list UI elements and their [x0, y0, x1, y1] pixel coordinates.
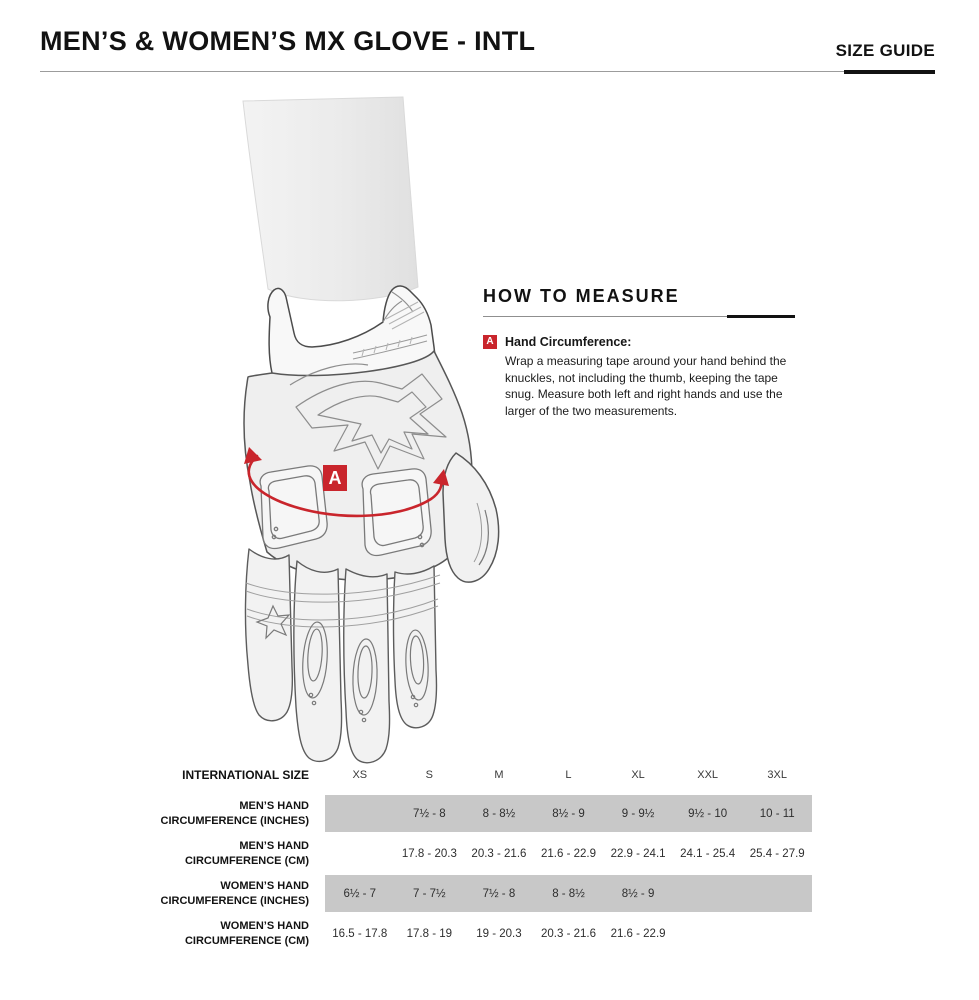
size-cell: 25.4 - 27.9	[749, 847, 805, 860]
glove-illustration: A	[140, 85, 560, 765]
size-header: 3XL	[767, 769, 787, 781]
hand-circumference-label: Hand Circumference:	[505, 335, 632, 349]
tape-arrow-right	[433, 469, 449, 486]
table-row-womens-inches: WOMEN’S HAND CIRCUMFERENCE (INCHES) 6½ -…	[155, 875, 812, 912]
finger-seams	[245, 574, 441, 628]
size-cell: 21.6 - 22.9	[610, 927, 666, 940]
measuring-tape	[244, 447, 449, 518]
row-label: WOMEN’S HAND CIRCUMFERENCE (INCHES)	[160, 880, 310, 907]
table-row-womens-cm: WOMEN’S HAND CIRCUMFERENCE (CM) 16.5 - 1…	[155, 915, 812, 952]
size-table: INTERNATIONAL SIZE XS S M L XL XXL 3XL M…	[155, 763, 812, 955]
size-header: M	[494, 769, 504, 781]
how-to-measure-section: HOW TO MEASURE A Hand Circumference: Wra…	[483, 286, 795, 419]
row-label: MEN’S HAND CIRCUMFERENCE (INCHES)	[160, 800, 310, 827]
thumb	[442, 452, 500, 583]
forearm	[242, 96, 419, 302]
size-cell: 20.3 - 21.6	[471, 847, 527, 860]
star-emblem	[255, 604, 291, 640]
fingers	[244, 548, 438, 764]
size-table-header: INTERNATIONAL SIZE XS S M L XL XXL 3XL	[155, 763, 812, 787]
marker-a-chip: A	[483, 335, 497, 349]
size-cell: 8 - 8½	[552, 887, 585, 900]
size-cell: 17.8 - 20.3	[401, 847, 457, 860]
size-header: XL	[631, 769, 645, 781]
row-label: WOMEN’S HAND CIRCUMFERENCE (CM)	[184, 920, 309, 947]
size-cell: 6½ - 7	[343, 887, 377, 900]
ring-finger	[293, 560, 343, 763]
page-title: MEN’S & WOMEN’S MX GLOVE - INTL	[40, 26, 536, 56]
svg-text:A: A	[329, 468, 342, 488]
size-header: XS	[352, 769, 368, 781]
size-header: S	[425, 769, 434, 781]
brand-logo-lines	[289, 363, 447, 470]
cuff-hatching	[352, 301, 428, 360]
size-cell: 8 - 8½	[482, 807, 516, 820]
size-cell: 9 - 9½	[621, 807, 655, 820]
header-divider-accent	[844, 70, 935, 74]
size-cell: 17.8 - 19	[406, 927, 453, 940]
size-cell: 22.9 - 24.1	[610, 847, 666, 860]
size-cell: 8½ - 9	[552, 807, 585, 820]
size-header: L	[565, 769, 572, 781]
row-label: MEN’S HAND CIRCUMFERENCE (CM)	[184, 840, 309, 867]
size-cell: 21.6 - 22.9	[541, 847, 596, 860]
size-cell: 10 - 11	[759, 807, 795, 820]
size-cell: 19 - 20.3	[476, 927, 522, 940]
size-cell: 7½ - 8	[413, 807, 446, 820]
size-cell: 7 - 7½	[413, 887, 446, 900]
tape-arrow-left	[244, 447, 262, 464]
international-size-label: INTERNATIONAL SIZE	[182, 768, 309, 782]
index-finger	[392, 565, 438, 729]
how-to-measure-divider-accent	[727, 315, 795, 318]
size-cell: 9½ - 10	[688, 807, 728, 820]
table-row-mens-inches: MEN’S HAND CIRCUMFERENCE (INCHES) 7½ - 8…	[155, 795, 812, 832]
size-cell: 7½ - 8	[482, 887, 516, 900]
table-row-mens-cm: MEN’S HAND CIRCUMFERENCE (CM) 17.8 - 20.…	[155, 835, 812, 872]
middle-finger	[343, 568, 391, 764]
glove-illustration-svg: A	[242, 96, 500, 764]
size-cell: 8½ - 9	[621, 887, 655, 900]
size-cell: 20.3 - 21.6	[541, 927, 596, 940]
size-cell: 16.5 - 17.8	[332, 927, 388, 940]
size-header: XXL	[697, 769, 719, 781]
size-guide-tab[interactable]: SIZE GUIDE	[835, 41, 935, 60]
measure-instructions: Wrap a measuring tape around your hand b…	[505, 354, 787, 418]
how-to-measure-divider	[483, 315, 795, 318]
header-divider	[40, 70, 935, 74]
marker-a-box: A	[323, 465, 347, 491]
how-to-measure-heading: HOW TO MEASURE	[483, 286, 680, 306]
fingertip-pads	[255, 604, 429, 723]
size-cell: 24.1 - 25.4	[680, 847, 736, 860]
